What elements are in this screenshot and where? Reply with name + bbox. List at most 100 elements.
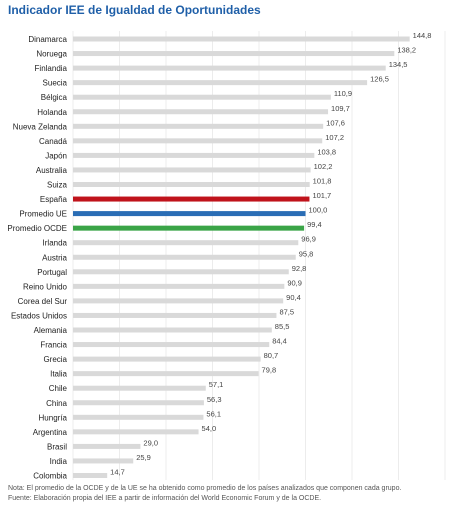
value-label: 92,8: [292, 264, 307, 273]
value-label: 138,2: [397, 46, 416, 55]
value-label: 110,9: [334, 89, 352, 98]
gridlines: [72, 31, 446, 480]
category-label: Promedio UE: [19, 210, 67, 219]
bar: [73, 342, 270, 348]
bar: [73, 385, 206, 391]
bar: [73, 123, 324, 129]
value-label: 103,8: [317, 147, 336, 156]
category-label: Italia: [50, 370, 67, 379]
category-label: Suiza: [47, 181, 68, 190]
value-label: 100,0: [309, 206, 328, 215]
value-label: 57,1: [209, 380, 224, 389]
category-label: Nueva Zelanda: [13, 122, 68, 131]
category-label: Colombia: [33, 472, 67, 481]
bar: [73, 182, 310, 187]
category-label: Alemania: [34, 326, 68, 335]
value-label: 56,1: [206, 409, 221, 418]
bars: [73, 36, 410, 478]
footnotes: Nota: El promedio de la OCDE y de la UE …: [8, 484, 454, 504]
value-label: 107,2: [325, 133, 344, 142]
category-label: Reino Unido: [23, 282, 68, 291]
category-label: Australia: [36, 166, 68, 175]
category-label: Francia: [40, 341, 67, 350]
category-label: Promedio OCDE: [7, 224, 67, 233]
value-label: 54,0: [202, 424, 217, 433]
bar: [73, 269, 289, 275]
bar: [73, 167, 311, 173]
value-label: 101,7: [312, 191, 331, 200]
bar: [73, 211, 306, 217]
value-label: 95,8: [299, 249, 314, 258]
value-label: 134,5: [389, 60, 408, 69]
bar: [73, 152, 315, 158]
category-label: Canadá: [39, 137, 68, 146]
bar: [73, 400, 204, 406]
category-label: Japón: [45, 151, 67, 160]
value-label: 99,4: [307, 220, 322, 229]
category-labels: Dinamarca Noruega Finlandia Suecia Bélgica Ho…: [7, 35, 67, 480]
category-label: Chile: [49, 384, 68, 393]
chart-title: Indicador IEE de Igualdad de Oportunidad…: [8, 3, 261, 17]
category-label: China: [46, 399, 67, 408]
category-label: Portugal: [37, 268, 67, 277]
value-label: 96,9: [301, 235, 316, 244]
bar: [73, 458, 134, 464]
bar: [73, 65, 386, 71]
category-label: Irlanda: [43, 239, 68, 248]
source-text: Fuente: Elaboración propia del IEE a par…: [8, 495, 322, 502]
bar-chart: Dinamarca Noruega Finlandia Suecia Bélgica Ho…: [7, 31, 446, 480]
bar: [73, 327, 272, 333]
bar: [73, 312, 277, 318]
value-label: 144,8: [413, 31, 432, 40]
value-label: 85,5: [275, 322, 290, 331]
bar: [73, 254, 296, 260]
bar: [73, 414, 204, 420]
bar: [73, 94, 331, 100]
value-label: 29,0: [143, 438, 158, 447]
bar: [73, 240, 299, 246]
bar: [73, 51, 395, 57]
value-label: 90,9: [287, 278, 302, 287]
value-label: 14,7: [110, 468, 125, 477]
category-label: Estados Unidos: [11, 311, 67, 320]
value-label: 56,3: [207, 395, 222, 404]
category-label: Corea del Sur: [18, 297, 68, 306]
bar: [73, 356, 261, 362]
bar: [73, 109, 329, 115]
bar: [73, 473, 108, 478]
value-label: 107,6: [326, 118, 345, 127]
note-text: Nota: El promedio de la OCDE y de la UE …: [8, 485, 402, 492]
value-label: 80,7: [264, 351, 279, 360]
bar: [73, 80, 368, 86]
category-label: Argentina: [33, 428, 68, 437]
category-label: Holanda: [37, 108, 67, 117]
bar: [73, 429, 199, 435]
category-label: Brasil: [47, 442, 67, 451]
value-label: 102,2: [314, 162, 333, 171]
value-label: 126,5: [370, 75, 389, 84]
category-label: Dinamarca: [28, 35, 67, 44]
category-label: Noruega: [36, 50, 67, 59]
category-label: India: [50, 457, 68, 466]
category-label: Bélgica: [41, 93, 68, 102]
category-label: Finlandia: [35, 64, 68, 73]
bar: [73, 138, 323, 144]
category-label: Hungría: [39, 413, 68, 422]
bar: [73, 283, 285, 289]
category-label: Austria: [42, 253, 67, 262]
bar: [73, 298, 284, 304]
bar: [73, 443, 141, 449]
bar: [73, 196, 310, 202]
bar: [73, 36, 410, 42]
value-label: 101,8: [313, 177, 332, 186]
value-label: 84,4: [272, 337, 287, 346]
value-label: 90,4: [286, 293, 301, 302]
bar: [73, 225, 305, 231]
value-label: 25,9: [136, 453, 151, 462]
value-label: 109,7: [331, 104, 350, 113]
category-label: Grecia: [43, 355, 67, 364]
bar: [73, 371, 259, 377]
value-label: 79,8: [262, 366, 277, 375]
category-label: España: [40, 195, 68, 204]
